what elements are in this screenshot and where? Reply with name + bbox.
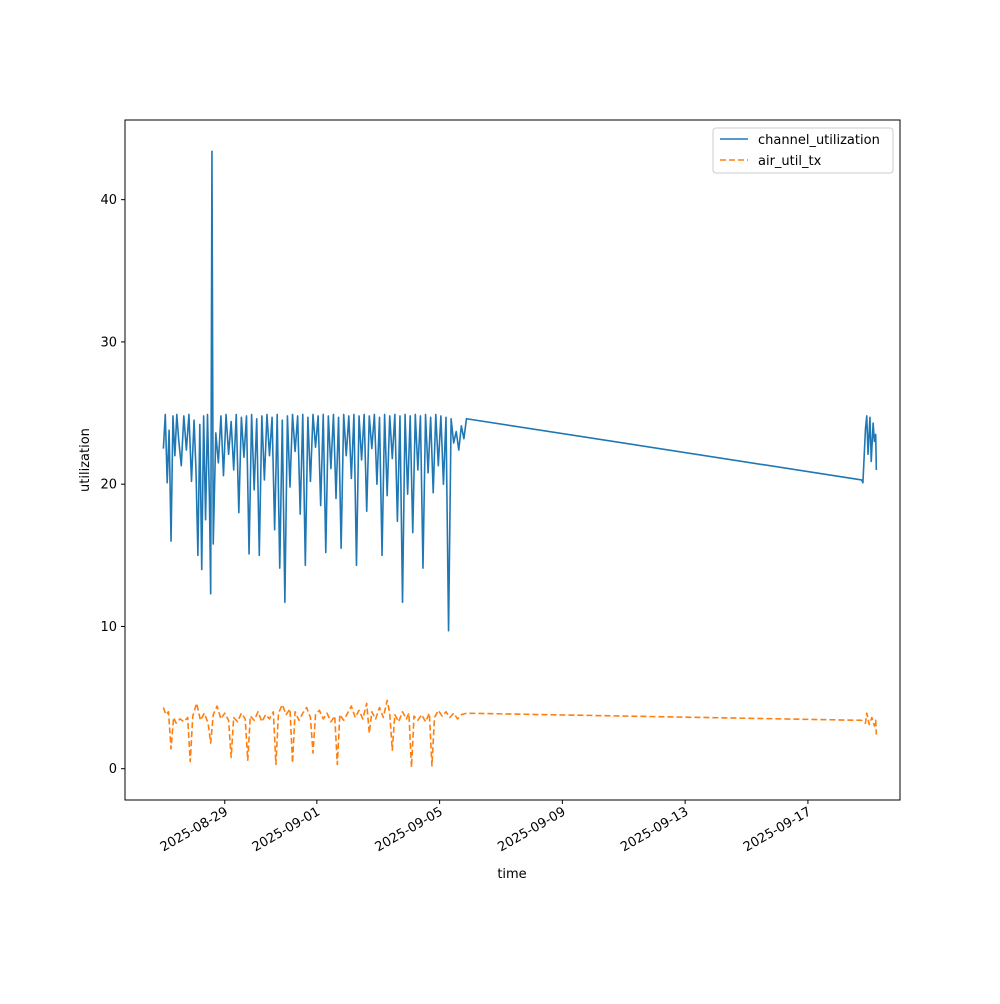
series-line-air-util-tx: [162, 699, 878, 769]
y-tick-label: 30: [100, 335, 117, 350]
y-tick-label: 20: [100, 478, 117, 493]
y-tick-label: 40: [100, 193, 117, 208]
x-tick-label: 2025-09-01: [250, 804, 323, 855]
plot-frame: [124, 119, 901, 801]
x-tick-label: 2025-09-09: [495, 804, 568, 855]
y-axis: 0 10 20 30 40: [100, 193, 125, 777]
x-tick-label: 2025-09-13: [618, 804, 691, 855]
x-tick-label: 2025-08-29: [158, 804, 231, 855]
plot-lines: [162, 150, 878, 769]
legend-label-channel-utilization: channel_utilization: [758, 133, 880, 148]
y-tick-label: 10: [100, 620, 117, 635]
series-line-channel-utilization: [162, 150, 878, 632]
y-axis-label: utilization: [78, 428, 93, 492]
legend: channel_utilization air_util_tx: [712, 127, 894, 174]
x-axis-label: time: [497, 867, 526, 882]
x-tick-label: 2025-09-17: [741, 804, 814, 855]
legend-label-air-util-tx: air_util_tx: [758, 154, 822, 169]
legend-box: [712, 127, 894, 174]
x-axis: 2025-08-29 2025-09-01 2025-09-05 2025-09-09…: [158, 800, 814, 855]
x-tick-label: 2025-09-05: [373, 804, 446, 855]
y-tick-label: 0: [109, 762, 117, 777]
